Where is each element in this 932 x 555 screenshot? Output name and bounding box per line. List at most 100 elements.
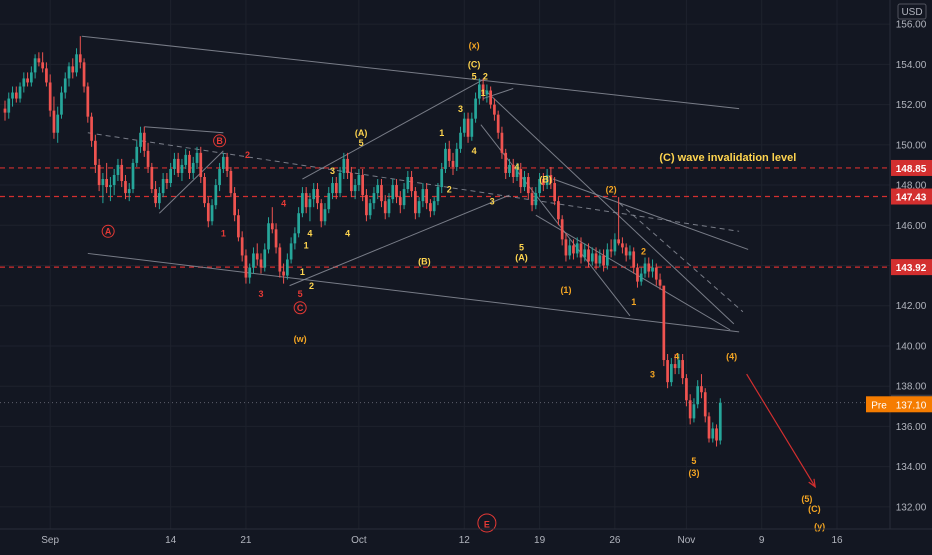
- candle-body: [376, 185, 380, 194]
- candle-body: [718, 402, 722, 441]
- candle-body: [150, 166, 154, 190]
- wave-label: (B): [418, 257, 431, 267]
- candle-body: [560, 219, 564, 240]
- wave-label-circle: [293, 301, 307, 315]
- wave-label: 4: [472, 146, 477, 156]
- candle-body: [568, 245, 572, 256]
- candle-body: [75, 54, 78, 73]
- candle-body: [289, 243, 293, 260]
- wave-label: B: [216, 136, 223, 146]
- wave-label: 5: [519, 243, 524, 253]
- candle-body: [267, 223, 270, 250]
- candle-body: [165, 179, 169, 184]
- currency-badge-box: [897, 3, 927, 20]
- wave-label: 3: [330, 166, 335, 176]
- candle-body: [331, 183, 334, 194]
- candle-body: [14, 92, 18, 99]
- pre-market-label-box: [866, 396, 932, 413]
- candle-body: [109, 185, 112, 188]
- candle-body: [609, 249, 613, 252]
- candle-body: [120, 164, 124, 182]
- candle-body: [579, 243, 583, 258]
- candle-body: [312, 189, 316, 200]
- candle-body: [383, 201, 387, 214]
- candle-body: [29, 72, 33, 83]
- candle-body: [515, 168, 519, 178]
- candle-body: [511, 164, 515, 178]
- candle-body: [60, 92, 63, 115]
- candle-body: [410, 177, 413, 192]
- candle-body: [135, 146, 139, 163]
- x-tick-label: Nov: [678, 535, 696, 546]
- wave-label: E: [484, 519, 490, 529]
- price-axis[interactable]: 132.00134.00136.00138.00140.00142.00144.…: [866, 20, 932, 514]
- x-tick-label: 12: [459, 535, 471, 546]
- candle-body: [52, 110, 56, 133]
- x-tick-label: Sep: [41, 535, 59, 546]
- candle-body: [218, 168, 221, 186]
- candle-body: [45, 68, 48, 83]
- time-axis[interactable]: Sep 14 21 Oct 12 19 26 Nov 9 16: [41, 535, 843, 546]
- wave-label: 3: [650, 369, 655, 379]
- candle-body: [700, 386, 703, 393]
- wave-label: A: [105, 227, 112, 237]
- candle-body: [293, 233, 297, 244]
- candle-body: [105, 179, 109, 188]
- candle-body: [349, 172, 353, 192]
- candle-body: [3, 108, 7, 113]
- candle-body: [33, 58, 37, 73]
- x-tick-label: 16: [831, 535, 843, 546]
- wave-label: 5: [359, 138, 364, 148]
- wave-label: 5: [691, 456, 696, 466]
- wave-label: 4: [514, 162, 519, 172]
- candle-body: [301, 193, 304, 214]
- candle-body: [466, 118, 470, 137]
- candle-body: [316, 189, 319, 204]
- candle-body: [263, 249, 267, 268]
- candle-body: [248, 267, 252, 278]
- candle-body: [225, 156, 229, 171]
- candle-body: [530, 193, 534, 206]
- candle-body: [715, 428, 718, 441]
- candle-body: [681, 360, 685, 379]
- candle-body: [553, 183, 557, 202]
- candle-body: [391, 185, 395, 200]
- annotations: (C) wave invalidation level: [659, 152, 796, 164]
- candle-body: [101, 179, 105, 186]
- wave-label: 4: [345, 229, 350, 239]
- price-level-label-box: [891, 188, 932, 205]
- candle-body: [538, 179, 541, 194]
- candle-body: [575, 243, 579, 254]
- x-tick-label: Oct: [351, 535, 367, 546]
- trend-line: [482, 88, 514, 100]
- candle-body: [587, 249, 590, 262]
- candle-body: [365, 195, 368, 216]
- candle-body: [255, 253, 259, 260]
- y-tick-label: 156.00: [896, 20, 927, 31]
- wave-label: 1: [631, 297, 636, 307]
- wave-label: C: [297, 303, 304, 313]
- candle-body: [240, 237, 244, 256]
- candle-body: [161, 179, 165, 194]
- candle-body: [557, 201, 560, 220]
- trend-line: [289, 194, 510, 287]
- y-tick-label: 134.00: [896, 462, 927, 473]
- wave-label: 2: [641, 247, 646, 257]
- wave-label: (x): [469, 41, 480, 51]
- candle-body: [651, 267, 654, 272]
- wave-label: 5: [472, 72, 477, 82]
- candle-body: [677, 360, 681, 369]
- candle-body: [387, 199, 391, 214]
- currency-label: USD: [901, 7, 922, 18]
- candle-body: [541, 179, 545, 186]
- y-tick-label: 142.00: [896, 301, 927, 312]
- candle-body: [425, 189, 429, 204]
- candle-body: [489, 90, 493, 105]
- candle-body: [203, 177, 206, 204]
- candle-body: [93, 140, 97, 165]
- candle-body: [116, 164, 120, 175]
